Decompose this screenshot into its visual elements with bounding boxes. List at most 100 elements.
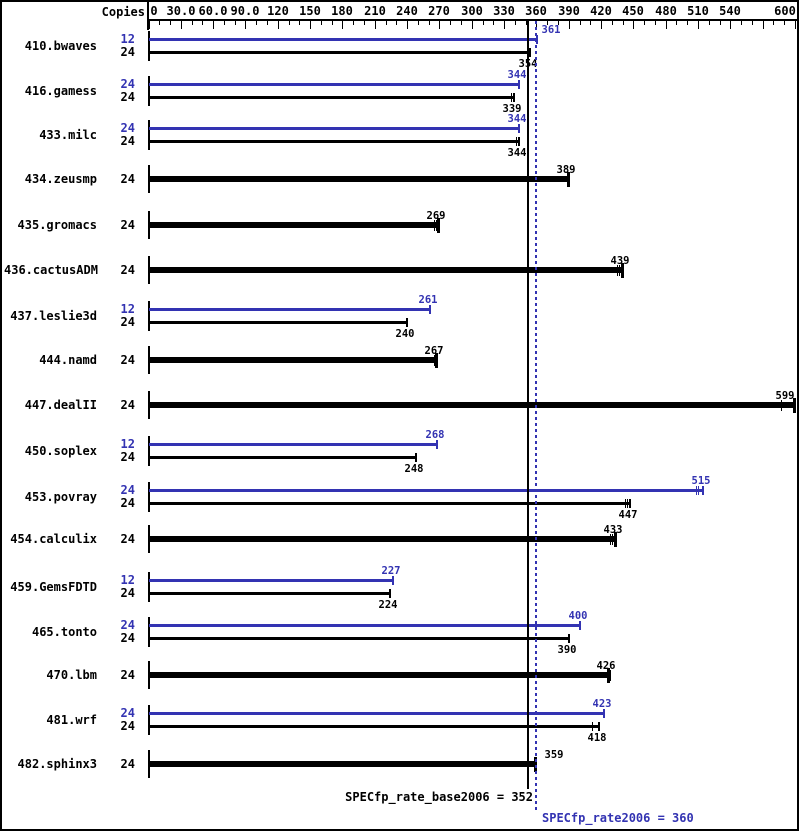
x-axis-minor-tick	[170, 21, 171, 25]
x-axis-minor-tick	[558, 21, 559, 25]
bar-value-label: 248	[404, 463, 424, 475]
x-axis-minor-tick	[192, 21, 193, 25]
run-spread-mark	[627, 499, 628, 508]
x-axis-minor-tick	[483, 21, 484, 25]
bar-value-label: 269	[426, 210, 446, 222]
bar-end-cap	[702, 486, 704, 495]
run-spread-mark	[619, 265, 620, 276]
benchmark-label: 454.calculix	[10, 532, 97, 546]
benchmark-label: 482.sphinx3	[17, 757, 97, 771]
copies-value: 12	[120, 32, 135, 46]
bar-end-cap	[518, 124, 520, 133]
x-axis-major-tick	[342, 21, 343, 29]
x-axis-tick-label: 150	[299, 4, 321, 18]
benchmark-label: 450.soplex	[24, 444, 97, 458]
bar-value-label: 418	[587, 732, 607, 744]
run-spread-mark	[625, 499, 626, 508]
bar-value-label: 339	[502, 103, 522, 115]
x-axis-major-tick	[245, 21, 246, 29]
benchmark-label: 434.zeusmp	[24, 172, 97, 186]
copies-value: 24	[120, 315, 135, 329]
bar-end-cap	[518, 80, 520, 89]
bar-value-label: 599	[775, 390, 795, 402]
benchmark-bar	[149, 456, 416, 459]
benchmark-bar	[149, 536, 615, 542]
benchmark-bar	[149, 725, 599, 728]
x-axis-tick-label: 300	[461, 4, 483, 18]
x-axis-minor-tick	[267, 21, 268, 25]
bar-end-cap	[579, 621, 581, 630]
run-spread-mark	[696, 486, 697, 495]
benchmark-axis-stub	[148, 482, 150, 512]
run-spread-mark	[516, 137, 517, 146]
bar-value-label: 390	[557, 644, 577, 656]
copies-value: 12	[120, 437, 135, 451]
bar-value-label: 426	[596, 660, 616, 672]
benchmark-bar	[149, 140, 519, 143]
benchmark-bar	[149, 222, 438, 228]
benchmark-bar	[149, 357, 436, 363]
bar-value-label: 224	[378, 599, 398, 611]
x-axis-tick-label: 60.0	[198, 4, 228, 18]
benchmark-bar	[149, 96, 514, 99]
bar-value-label: 439	[610, 255, 630, 267]
benchmark-label: 437.leslie3d	[10, 309, 97, 323]
copies-value: 24	[120, 218, 135, 232]
bar-end-cap	[389, 589, 391, 598]
x-axis-minor-tick	[580, 21, 581, 25]
bar-value-label: 361	[541, 24, 561, 36]
run-spread-mark	[698, 486, 699, 495]
benchmark-bar	[149, 176, 568, 182]
bar-value-label: 433	[603, 524, 623, 536]
bar-value-label: 240	[395, 328, 415, 340]
x-axis-minor-tick	[741, 21, 742, 25]
peak-result-line	[535, 21, 537, 812]
x-axis-minor-tick	[752, 21, 753, 25]
bar-end-cap	[436, 440, 438, 449]
copies-value: 24	[120, 263, 135, 277]
run-spread-mark	[610, 534, 611, 545]
bar-value-label: 344	[507, 69, 527, 81]
bar-end-cap	[629, 499, 631, 508]
benchmark-bar	[149, 579, 393, 582]
bar-value-label: 268	[425, 429, 445, 441]
x-axis-minor-tick	[526, 21, 527, 25]
x-axis-minor-tick	[202, 21, 203, 25]
x-axis-tick-label: 480	[655, 4, 677, 18]
x-axis-minor-tick	[590, 21, 591, 25]
x-axis-minor-tick	[224, 21, 225, 25]
copies-value: 24	[120, 450, 135, 464]
x-axis-minor-tick	[612, 21, 613, 25]
bar-end-cap	[513, 93, 515, 102]
run-spread-mark	[436, 220, 437, 231]
bar-end-cap	[607, 668, 610, 683]
bar-value-label: 359	[544, 749, 564, 761]
x-axis-minor-tick	[547, 21, 548, 25]
run-spread-mark	[612, 534, 613, 545]
benchmark-bar	[149, 321, 407, 324]
copies-value: 24	[120, 631, 135, 645]
bar-value-label: 267	[424, 345, 444, 357]
x-axis-tick-label: 360	[525, 4, 547, 18]
x-axis-minor-tick	[321, 21, 322, 25]
x-axis-tick-label: 270	[428, 4, 450, 18]
x-axis-minor-tick	[450, 21, 451, 25]
copies-value: 24	[120, 45, 135, 59]
x-axis-tick-label: 330	[493, 4, 515, 18]
benchmark-bar	[149, 127, 519, 130]
summary-peak-result: SPECfp_rate2006 = 360	[542, 811, 694, 825]
benchmark-axis-stub	[148, 76, 150, 106]
run-spread-mark	[434, 355, 435, 366]
copies-value: 24	[120, 398, 135, 412]
x-axis-tick-label: 120	[267, 4, 289, 18]
benchmark-label: 470.lbm	[46, 668, 97, 682]
copies-value: 24	[120, 719, 135, 733]
x-axis-minor-tick	[515, 21, 516, 25]
bar-end-cap	[568, 634, 570, 643]
benchmark-bar	[149, 308, 430, 311]
benchmark-label: 465.tonto	[31, 625, 97, 639]
bar-end-cap	[529, 48, 531, 57]
benchmark-bar	[149, 712, 604, 715]
x-axis-minor-tick	[655, 21, 656, 25]
